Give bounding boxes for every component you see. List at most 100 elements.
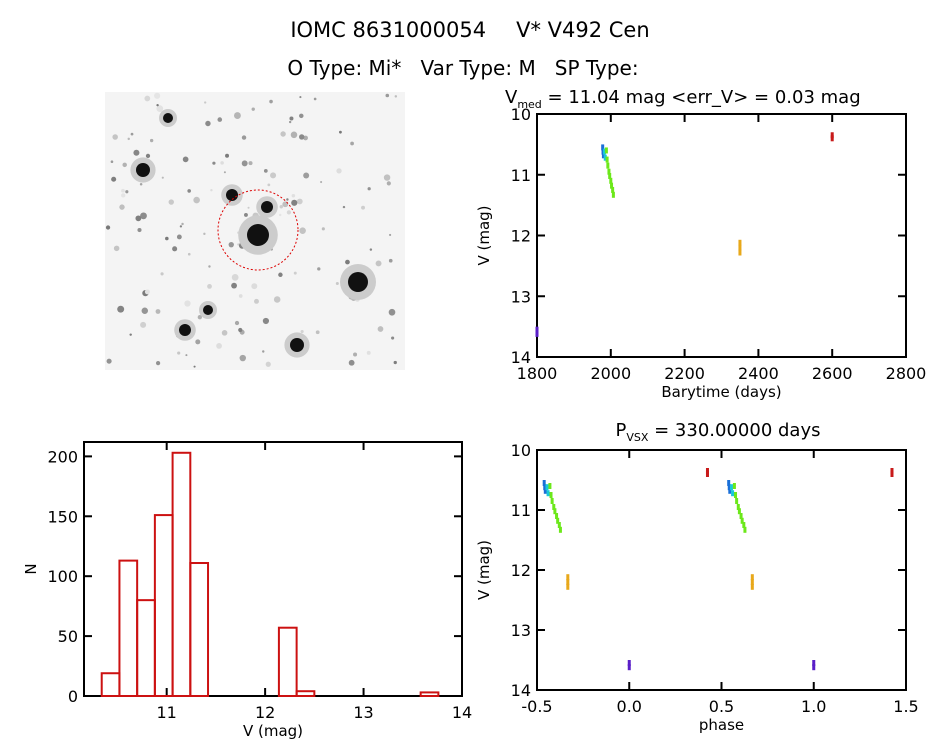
star [383, 174, 391, 181]
data-point [535, 330, 539, 337]
star [119, 204, 125, 210]
data-point [543, 484, 547, 491]
data-point [556, 517, 560, 524]
star [280, 131, 286, 137]
star [385, 93, 390, 98]
star [278, 272, 283, 278]
data-point [731, 490, 735, 497]
bright-star [290, 338, 304, 352]
phase-title: PVSX = 330.00000 days [616, 420, 821, 444]
x-axis-label: Barytime (days) [661, 383, 781, 401]
star [212, 161, 216, 165]
star [299, 113, 304, 119]
phase-plot: -0.5 0.0 0.5 1.0 1.5 10 11 12 13 14 phase V (mag) [475, 441, 919, 734]
star [244, 212, 248, 217]
star [299, 134, 305, 140]
data-point [890, 471, 894, 477]
star [220, 161, 224, 165]
bright-star [163, 113, 173, 123]
y-tick-label: 11 [511, 166, 531, 185]
data-point [738, 249, 742, 256]
sky-image [105, 92, 405, 370]
data-point [566, 583, 570, 590]
star [130, 132, 134, 136]
star [168, 199, 174, 205]
star [296, 198, 303, 205]
star [193, 365, 196, 368]
star [237, 243, 240, 246]
bright-star [203, 305, 213, 315]
y-tick-label: 50 [58, 627, 78, 646]
star [247, 206, 250, 209]
star [141, 307, 149, 314]
star [208, 265, 211, 268]
y-tick-label: 10 [511, 441, 531, 460]
star [265, 361, 271, 367]
plot-frame [536, 449, 907, 691]
star [113, 245, 120, 252]
histogram-bar [118, 559, 139, 698]
data-point [743, 526, 747, 533]
data-point [728, 487, 732, 494]
data-point [742, 522, 746, 528]
data-point [603, 148, 607, 155]
data-point [550, 498, 554, 504]
star [315, 330, 320, 335]
star [117, 305, 125, 313]
x-tick-label: 12 [255, 703, 275, 722]
star [289, 116, 294, 121]
data-point [735, 498, 739, 504]
data-point [548, 483, 552, 489]
star [137, 227, 142, 233]
star [291, 194, 296, 198]
star [342, 205, 346, 209]
histogram-bar [295, 690, 316, 697]
star [238, 294, 243, 298]
data-point [736, 504, 740, 510]
data-point [611, 186, 615, 193]
y-axis-label: V (mag) [475, 205, 493, 265]
data-point [606, 162, 610, 169]
data-point [604, 147, 608, 154]
star [203, 232, 206, 236]
data-point [566, 579, 570, 585]
x-tick-label: 0.0 [617, 697, 642, 716]
x-tick-label: 2000 [590, 364, 631, 383]
star [121, 193, 126, 198]
data-point [545, 484, 549, 491]
star [127, 137, 130, 141]
star [165, 236, 169, 241]
data-point [605, 156, 609, 163]
bright-star [136, 163, 150, 177]
bright-star [179, 324, 191, 336]
star [135, 215, 142, 222]
star [205, 120, 211, 127]
star [197, 315, 202, 320]
star [263, 169, 268, 173]
star [254, 298, 259, 304]
x-tick-label: 1800 [517, 364, 558, 383]
x-tick-label: 2400 [738, 364, 779, 383]
star [239, 354, 246, 362]
x-tick-label: 0.5 [709, 697, 734, 716]
star [348, 359, 355, 366]
x-tick-label: 1.5 [893, 697, 918, 716]
star [269, 99, 273, 104]
star [286, 210, 292, 215]
star [273, 296, 281, 303]
star [121, 188, 125, 193]
plot-frame [536, 113, 907, 358]
star [262, 317, 270, 325]
histogram-bar [277, 626, 298, 697]
y-tick-label: 12 [511, 561, 531, 580]
y-tick-label: 12 [511, 227, 531, 246]
star [187, 252, 191, 256]
star-title: IOMC 8631000054 V* V492 Cen [290, 18, 649, 42]
data-point [552, 504, 556, 510]
x-tick-label: 1.0 [801, 697, 826, 716]
star [144, 95, 151, 102]
data-point [607, 168, 611, 175]
bright-star [348, 272, 368, 292]
data-point [729, 484, 733, 491]
